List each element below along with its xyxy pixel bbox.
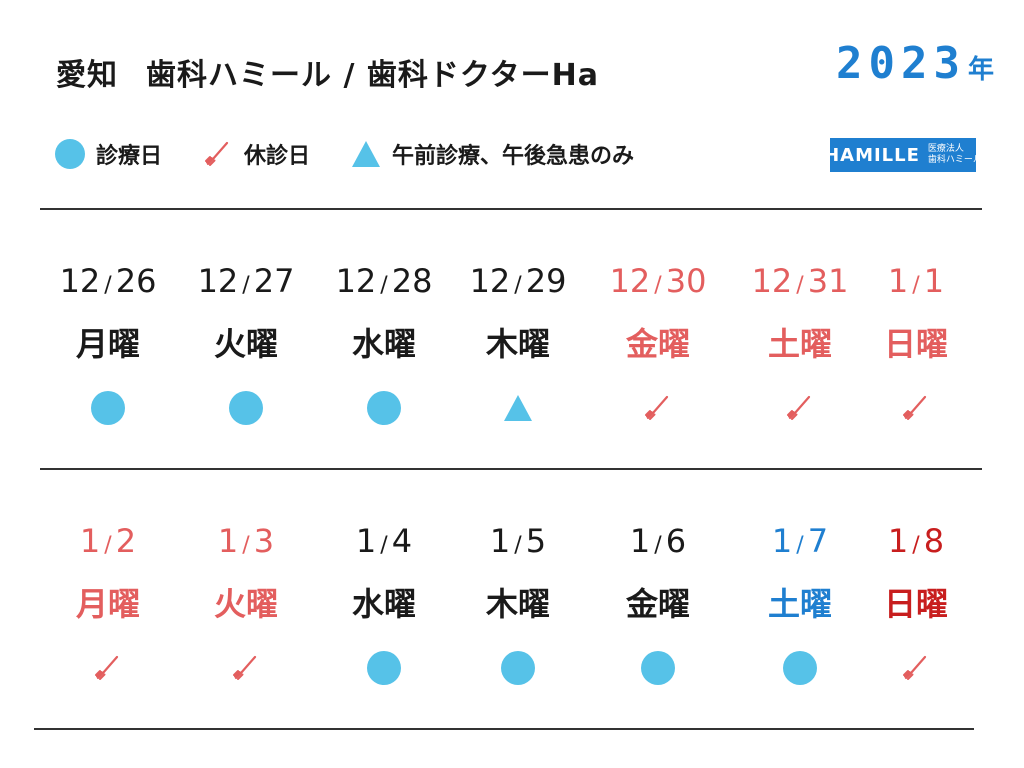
date-label: 12/31: [751, 262, 849, 300]
legend-item-open: 診療日: [54, 138, 162, 170]
day-cell: 12/26 月曜: [38, 260, 178, 428]
logo-sub-line1: 医療法人: [927, 144, 964, 154]
status-mark: [176, 388, 316, 428]
weekday-label: 水曜: [351, 585, 416, 623]
date-label: 12/27: [197, 262, 295, 300]
legend-label-half: 午前診療、午後急患のみ: [392, 144, 635, 169]
day-cell: 1/7 土曜: [730, 520, 870, 688]
status-mark: [38, 648, 178, 688]
logo-subtitle: 医療法人 歯科ハミール: [928, 144, 982, 166]
circle-icon: [783, 651, 817, 685]
weekday-label: 金曜: [625, 325, 690, 363]
legend: 診療日 休診日 午前診療、午後急患のみ: [54, 136, 674, 172]
date-label: 1/2: [79, 522, 137, 560]
circle-icon: [54, 138, 86, 170]
year-number: 2023: [836, 38, 966, 89]
status-mark: [588, 648, 728, 688]
logo-sub-line2: 歯科ハミール: [927, 155, 982, 165]
circle-icon: [367, 391, 401, 425]
day-cell: 12/27 火曜: [176, 260, 316, 428]
triangle-icon: [350, 139, 382, 169]
status-mark: [38, 388, 178, 428]
status-mark: [846, 648, 986, 688]
day-cell: 12/28 水曜: [314, 260, 454, 428]
status-mark: [176, 648, 316, 688]
status-mark: [730, 388, 870, 428]
day-cell: 1/5 木曜: [448, 520, 588, 688]
page-title: 愛知 歯科ハミール / 歯科ドクターHa: [56, 50, 599, 94]
title-clinic-names: 歯科ハミール / 歯科ドクターHa: [146, 58, 599, 93]
date-label: 1/6: [629, 522, 687, 560]
divider-middle: [40, 468, 982, 470]
date-label: 12/30: [609, 262, 707, 300]
circle-icon: [367, 651, 401, 685]
date-label: 12/28: [335, 262, 433, 300]
status-mark: [314, 388, 454, 428]
legend-item-closed: 休診日: [202, 138, 310, 170]
circle-icon: [501, 651, 535, 685]
status-mark: [588, 388, 728, 428]
week-row-1: 12/26 月曜 12/27 火曜 12/28 水曜 12/29 木曜 12/3…: [0, 260, 1024, 460]
date-label: 1/5: [489, 522, 547, 560]
day-cell: 1/6 金曜: [588, 520, 728, 688]
circle-icon: [229, 391, 263, 425]
toothbrush-icon: [787, 395, 811, 420]
legend-label-closed: 休診日: [244, 144, 311, 169]
date-label: 12/29: [469, 262, 567, 300]
weekday-label: 火曜: [213, 585, 278, 623]
toothbrush-icon: [903, 395, 927, 420]
date-label: 1/3: [217, 522, 275, 560]
weekday-label: 日曜: [883, 585, 948, 623]
day-cell: 1/1 日曜: [846, 260, 986, 428]
weekday-label: 月曜: [75, 585, 140, 623]
weekday-label: 金曜: [625, 585, 690, 623]
day-cell: 12/30 金曜: [588, 260, 728, 428]
toothbrush-icon: [95, 655, 119, 680]
date-label: 1/1: [887, 262, 945, 300]
legend-label-open: 診療日: [96, 144, 163, 169]
toothbrush-icon: [233, 655, 257, 680]
logo-brand: HAMILLE: [824, 144, 920, 166]
status-mark: [314, 648, 454, 688]
status-mark: [846, 388, 986, 428]
date-label: 12/26: [59, 262, 157, 300]
weekday-label: 木曜: [485, 585, 550, 623]
weekday-label: 土曜: [767, 325, 832, 363]
date-label: 1/4: [355, 522, 413, 560]
weekday-label: 土曜: [767, 585, 832, 623]
weekday-label: 月曜: [75, 325, 140, 363]
status-mark: [730, 648, 870, 688]
circle-icon: [91, 391, 125, 425]
weekday-label: 木曜: [485, 325, 550, 363]
status-mark: [448, 648, 588, 688]
weekday-label: 火曜: [213, 325, 278, 363]
year-label: 2023年: [836, 42, 994, 86]
date-label: 1/8: [887, 522, 945, 560]
day-cell: 1/4 水曜: [314, 520, 454, 688]
toothbrush-icon: [202, 138, 234, 170]
weekday-label: 日曜: [883, 325, 948, 363]
status-mark: [448, 388, 588, 428]
day-cell: 12/31 土曜: [730, 260, 870, 428]
triangle-icon: [504, 395, 532, 421]
title-region: 愛知: [56, 58, 118, 93]
date-label: 1/7: [771, 522, 829, 560]
toothbrush-icon: [645, 395, 669, 420]
day-cell: 12/29 木曜: [448, 260, 588, 428]
day-cell: 1/2 月曜: [38, 520, 178, 688]
weekday-label: 水曜: [351, 325, 416, 363]
circle-icon: [641, 651, 675, 685]
day-cell: 1/8 日曜: [846, 520, 986, 688]
year-unit: 年: [967, 55, 994, 85]
hamille-logo: HAMILLE 医療法人 歯科ハミール: [824, 138, 982, 172]
toothbrush-icon: [903, 655, 927, 680]
week-row-2: 1/2 月曜 1/3 火曜 1/4 水曜 1/5 木曜 1/6 金曜 1/7 土…: [0, 520, 1024, 720]
legend-item-half: 午前診療、午後急患のみ: [350, 138, 634, 170]
day-cell: 1/3 火曜: [176, 520, 316, 688]
divider-top: [40, 208, 982, 210]
divider-bottom: [34, 728, 974, 730]
